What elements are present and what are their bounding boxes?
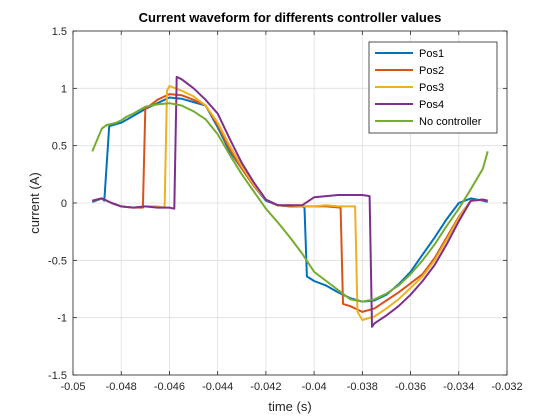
- y-tick-label: -0.5: [48, 255, 67, 267]
- x-axis-label: time (s): [268, 399, 311, 414]
- series-line-pos2: [92, 93, 488, 313]
- legend: Pos1 Pos2 Pos3 Pos4 No controller: [368, 41, 498, 134]
- series-line-pos4: [92, 75, 488, 328]
- legend-label-pos2: Pos2: [419, 65, 444, 77]
- x-tick-label: -0.046: [154, 381, 185, 393]
- x-tick-label: -0.05: [60, 381, 85, 393]
- y-tick-label: 0: [61, 198, 67, 210]
- x-tick-label: -0.048: [106, 381, 137, 393]
- y-tick-label: 1: [61, 83, 67, 95]
- legend-label-pos1: Pos1: [419, 48, 444, 60]
- y-tick-label: 1.5: [52, 26, 67, 38]
- x-tick-label: -0.034: [443, 381, 474, 393]
- y-tick-label: -1: [57, 313, 67, 325]
- x-tick-label: -0.038: [347, 381, 378, 393]
- series-line-no-controller: [91, 102, 489, 303]
- x-tick-label: -0.042: [250, 381, 281, 393]
- legend-label-no-controller: No controller: [419, 116, 482, 128]
- legend-label-pos3: Pos3: [419, 82, 444, 94]
- legend-label-pos4: Pos4: [419, 99, 444, 111]
- x-tick-label: -0.032: [491, 381, 522, 393]
- y-axis-label: current (A): [27, 172, 42, 233]
- x-tick-label: -0.04: [302, 381, 327, 393]
- y-tick-label: -1.5: [48, 370, 67, 382]
- x-tick-label: -0.036: [395, 381, 426, 393]
- ticks: -0.05 -0.048 -0.046 -0.044 -0.042 -0.04 -0.038…: [48, 26, 523, 393]
- x-tick-label: -0.044: [202, 381, 233, 393]
- y-tick-label: 0.5: [52, 141, 67, 153]
- chart-title: Current waveform for differents controll…: [139, 10, 442, 25]
- series-layer: [91, 75, 489, 328]
